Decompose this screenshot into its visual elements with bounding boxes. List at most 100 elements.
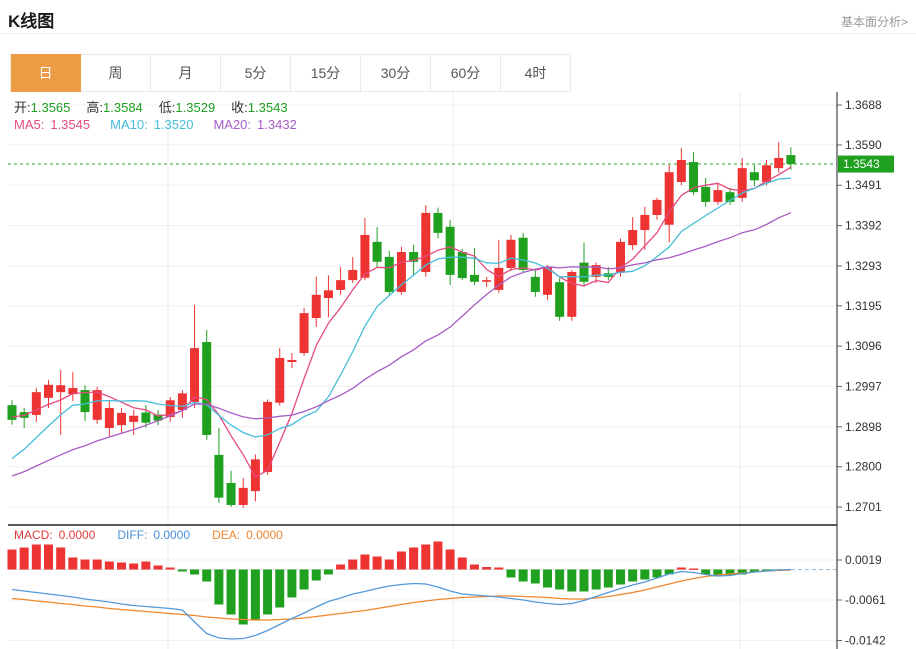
macd-bar xyxy=(652,569,662,578)
candle-body xyxy=(591,265,601,277)
macd-bar xyxy=(238,569,248,625)
macd-tick-label: -0.0142 xyxy=(845,634,886,648)
macd-bar xyxy=(360,554,370,570)
period-tab-6[interactable]: 30分 xyxy=(361,54,431,92)
macd-bar xyxy=(469,564,479,570)
ma5-value: 1.3545 xyxy=(50,117,91,132)
ma10-value: 1.3520 xyxy=(153,117,194,132)
open-value: 1.3565 xyxy=(30,100,71,115)
candle-body xyxy=(250,459,260,492)
candle-body xyxy=(555,282,565,317)
candle-body xyxy=(238,487,248,505)
macd-bar xyxy=(311,569,321,581)
price-tick-label: 1.3096 xyxy=(845,339,882,353)
candle-body xyxy=(542,267,552,295)
candle-body xyxy=(202,342,212,435)
candle-body xyxy=(117,412,127,426)
period-tab-2[interactable]: 周 xyxy=(81,54,151,92)
period-tab-8[interactable]: 4时 xyxy=(501,54,571,92)
candle-body xyxy=(469,274,479,282)
price-tick-label: 1.3491 xyxy=(845,178,882,192)
macd-bar xyxy=(44,544,54,570)
macd-bar xyxy=(506,569,516,578)
period-tab-4[interactable]: 5分 xyxy=(221,54,291,92)
ma10-line xyxy=(11,177,791,460)
candle-body xyxy=(287,359,297,363)
candle-body xyxy=(44,384,54,398)
macd-bar xyxy=(409,547,419,570)
dea-value: 0.0000 xyxy=(246,528,283,542)
macd-bar xyxy=(725,569,735,576)
dea-line xyxy=(11,569,791,621)
period-tab-5[interactable]: 15分 xyxy=(291,54,361,92)
macd-bar xyxy=(542,569,552,588)
open-label: 开: xyxy=(14,100,31,115)
macd-bar xyxy=(323,569,333,575)
chart-svg: 1.3688 1.3590 1.3491 1.3392 1.3293 1.3195 1.30… xyxy=(7,92,894,649)
candle-body xyxy=(68,388,78,395)
page-title: K线图 xyxy=(8,12,55,31)
period-tab-3[interactable]: 月 xyxy=(151,54,221,92)
period-tab-7[interactable]: 60分 xyxy=(431,54,501,92)
macd-bar xyxy=(433,541,443,570)
diff-line xyxy=(11,568,791,640)
macd-bar xyxy=(153,565,163,570)
ma20-value: 1.3432 xyxy=(257,117,297,132)
macd-bar xyxy=(555,569,565,590)
macd-bar xyxy=(457,557,467,570)
macd-bar xyxy=(7,549,17,570)
macd-bar xyxy=(250,569,260,620)
candle-body xyxy=(7,405,17,420)
candle-body xyxy=(567,271,577,317)
candle-body xyxy=(336,280,346,290)
candle-body xyxy=(384,256,394,292)
macd-bar xyxy=(287,569,297,598)
macd-bar xyxy=(31,544,41,570)
macd-bar xyxy=(384,559,394,570)
candle-body xyxy=(762,165,772,182)
macd-bar xyxy=(591,569,601,590)
candle-body xyxy=(226,482,236,505)
kline-chart[interactable]: 1.3688 1.3590 1.3491 1.3392 1.3293 1.3195 1.30… xyxy=(0,92,916,649)
macd-bar xyxy=(640,569,650,580)
price-tick-label: 1.3293 xyxy=(845,259,882,273)
macd-bar xyxy=(664,569,674,575)
candle-body xyxy=(737,168,747,198)
candle-body xyxy=(299,313,309,354)
candle-body xyxy=(433,212,443,233)
low-label: 低: xyxy=(158,100,176,115)
price-tick-label: 1.3688 xyxy=(845,98,882,112)
ma5-line xyxy=(11,166,792,478)
macd-label: MACD: xyxy=(14,528,53,542)
high-value: 1.3584 xyxy=(103,100,143,115)
macd-bar xyxy=(530,569,540,584)
macd-bar xyxy=(421,544,431,570)
candle-body xyxy=(725,192,735,202)
period-tabs: 日周月 5分 15分 30分 60分 4时 xyxy=(10,54,571,92)
candle-body xyxy=(530,276,540,292)
macd-bar xyxy=(202,569,212,582)
macd-bar xyxy=(372,556,382,570)
macd-bar xyxy=(141,561,151,570)
candle-body xyxy=(652,199,662,215)
candle-body xyxy=(214,454,224,498)
macd-bar xyxy=(762,569,772,571)
candle-body xyxy=(749,172,759,181)
candle-body xyxy=(640,214,650,231)
candle-body xyxy=(445,226,455,275)
candle-body xyxy=(177,393,187,411)
macd-bar xyxy=(713,569,723,577)
macd-bar xyxy=(104,561,114,570)
fundamental-analysis-link[interactable]: 基本面分析> xyxy=(840,15,908,29)
period-tab-1[interactable]: 日 xyxy=(11,54,81,92)
candle-body xyxy=(190,348,200,402)
macd-bar xyxy=(567,569,577,592)
macd-bar xyxy=(165,567,175,570)
candle-body xyxy=(92,390,102,420)
candle-body xyxy=(506,239,516,268)
macd-bar xyxy=(396,551,406,570)
candle-body xyxy=(153,414,163,421)
macd-tick-label: -0.0061 xyxy=(845,593,886,607)
price-tick-label: 1.3392 xyxy=(845,219,882,233)
candle-body xyxy=(409,252,419,262)
